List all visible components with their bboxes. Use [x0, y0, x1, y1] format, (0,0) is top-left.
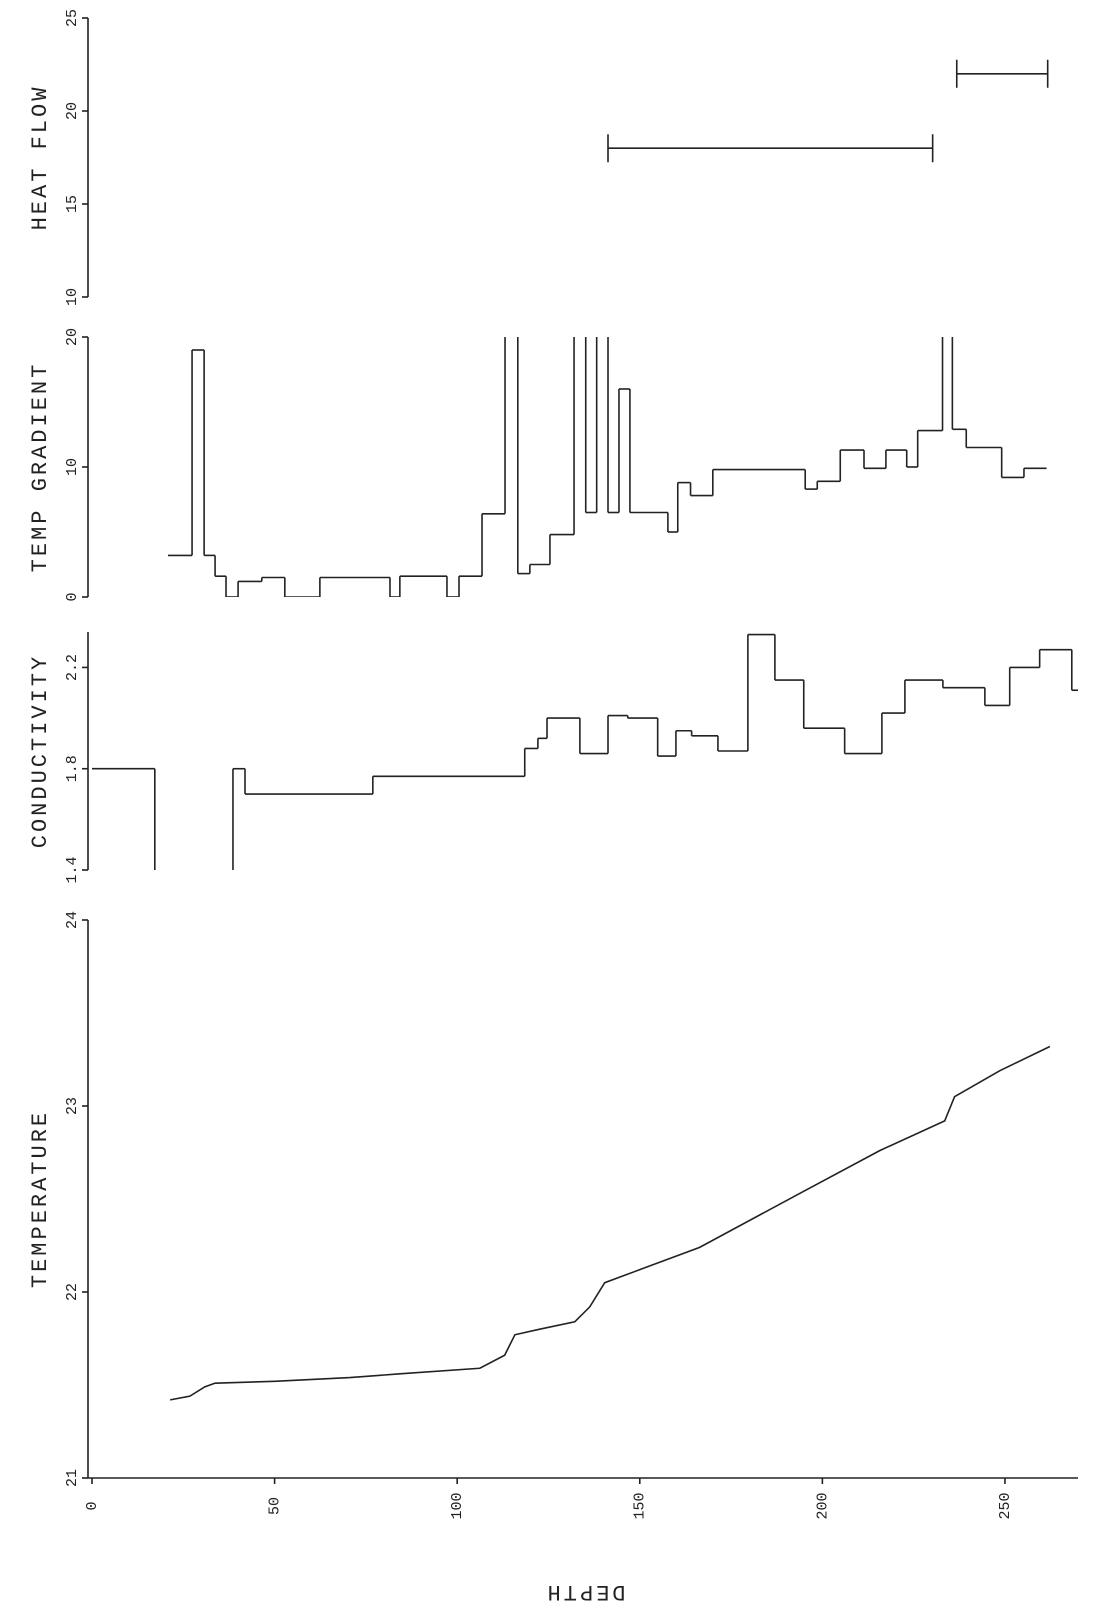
- y-axis-title: HEAT FLOW: [28, 85, 53, 231]
- y-tick-label: 21: [64, 1469, 81, 1487]
- y-tick-label: 20: [64, 328, 81, 346]
- plot-area: [167, 337, 1047, 597]
- heat-flow-interval: [955, 59, 1049, 88]
- panel: 21 22 23 24 TEMPERATURE: [28, 911, 1051, 1487]
- x-tick-label: 200: [814, 1492, 831, 1519]
- y-tick-label: 1.8: [64, 755, 81, 782]
- panel: 1.4 1.8 2.2 CONDUCTIVITY: [28, 632, 1078, 884]
- y-axis-title: TEMP GRADIENT: [28, 362, 53, 573]
- temperature-line: [170, 1045, 1051, 1401]
- panel: 10 15 20 25 HEAT FLOW: [28, 9, 1049, 306]
- x-tick-label: 50: [267, 1497, 284, 1515]
- y-tick-label: 10: [64, 288, 81, 306]
- y-tick-label: 22: [64, 1283, 81, 1301]
- y-tick-label: 10: [64, 458, 81, 476]
- x-tick-label: 100: [449, 1492, 466, 1519]
- y-axis-title: CONDUCTIVITY: [28, 654, 53, 848]
- y-tick-label: 1.4: [64, 856, 81, 883]
- x-tick-label: 0: [84, 1501, 101, 1510]
- plot-area: [92, 633, 1078, 870]
- x-tick-label: 150: [632, 1492, 649, 1519]
- y-tick-label: 23: [64, 1097, 81, 1115]
- y-tick-label: 24: [64, 911, 81, 929]
- y-tick-label: 25: [64, 9, 81, 27]
- y-axis-title: TEMPERATURE: [28, 1110, 53, 1288]
- plot-area: [607, 59, 1049, 163]
- plot-area: [170, 1045, 1051, 1401]
- y-tick-label: 20: [64, 102, 81, 120]
- x-axis-title: DEPTH: [544, 1579, 625, 1604]
- panel: 0 10 20 TEMP GRADIENT: [28, 328, 1047, 602]
- x-tick-label: 250: [997, 1492, 1014, 1519]
- y-tick-label: 0: [64, 592, 81, 601]
- heat-flow-interval: [607, 134, 934, 163]
- y-tick-label: 15: [64, 195, 81, 213]
- y-tick-label: 2.2: [64, 654, 81, 681]
